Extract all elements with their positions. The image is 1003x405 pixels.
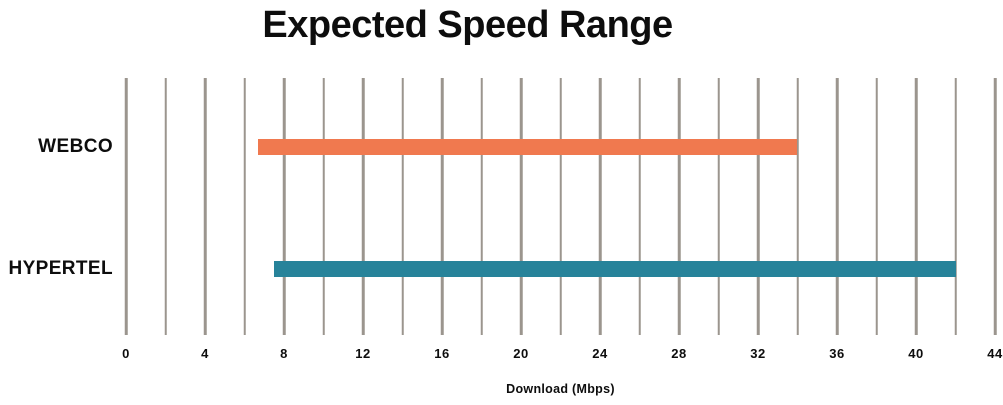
gridline	[203, 78, 207, 335]
gridline	[717, 78, 720, 335]
gridline	[164, 78, 167, 335]
y-axis-labels: WEBCO HYPERTEL	[0, 78, 113, 335]
x-tick-label: 8	[280, 346, 288, 361]
x-axis-ticks: 0 4 8 12 16 20 24 28 32 36 40 44	[122, 335, 1002, 365]
gridline	[954, 78, 957, 335]
chart-title: Expected Speed Range	[262, 4, 673, 46]
bar-webco	[258, 139, 798, 156]
x-tick-label: 4	[201, 346, 209, 361]
gridline	[282, 78, 286, 335]
gridline	[440, 78, 444, 335]
gridline	[124, 78, 128, 335]
x-tick-label: 36	[829, 346, 845, 361]
gridline	[519, 78, 523, 335]
x-tick-label: 20	[513, 346, 529, 361]
y-axis-label-hypertel: HYPERTEL	[8, 258, 113, 280]
x-tick-label: 44	[987, 346, 1003, 361]
gridline	[598, 78, 602, 335]
bar-hypertel	[274, 261, 956, 278]
x-tick-label: 12	[355, 346, 371, 361]
x-tick-label: 32	[750, 346, 766, 361]
x-tick-label: 40	[908, 346, 924, 361]
gridline	[875, 78, 878, 335]
x-tick-label: 16	[434, 346, 450, 361]
x-tick-label: 24	[592, 346, 608, 361]
gridline	[559, 78, 562, 335]
x-axis-title: Download (Mbps)	[506, 382, 615, 396]
x-tick-label: 0	[122, 346, 130, 361]
gridline	[243, 78, 246, 335]
gridline	[835, 78, 839, 335]
gridline	[361, 78, 365, 335]
y-axis-label-webco: WEBCO	[38, 136, 113, 158]
gridline	[401, 78, 404, 335]
plot-area	[124, 78, 997, 335]
gridline	[638, 78, 641, 335]
x-tick-label: 28	[671, 346, 687, 361]
gridline	[993, 78, 997, 335]
gridline	[677, 78, 681, 335]
gridline	[914, 78, 918, 335]
gridline	[756, 78, 760, 335]
gridline	[480, 78, 483, 335]
gridline	[796, 78, 799, 335]
gridline	[322, 78, 325, 335]
